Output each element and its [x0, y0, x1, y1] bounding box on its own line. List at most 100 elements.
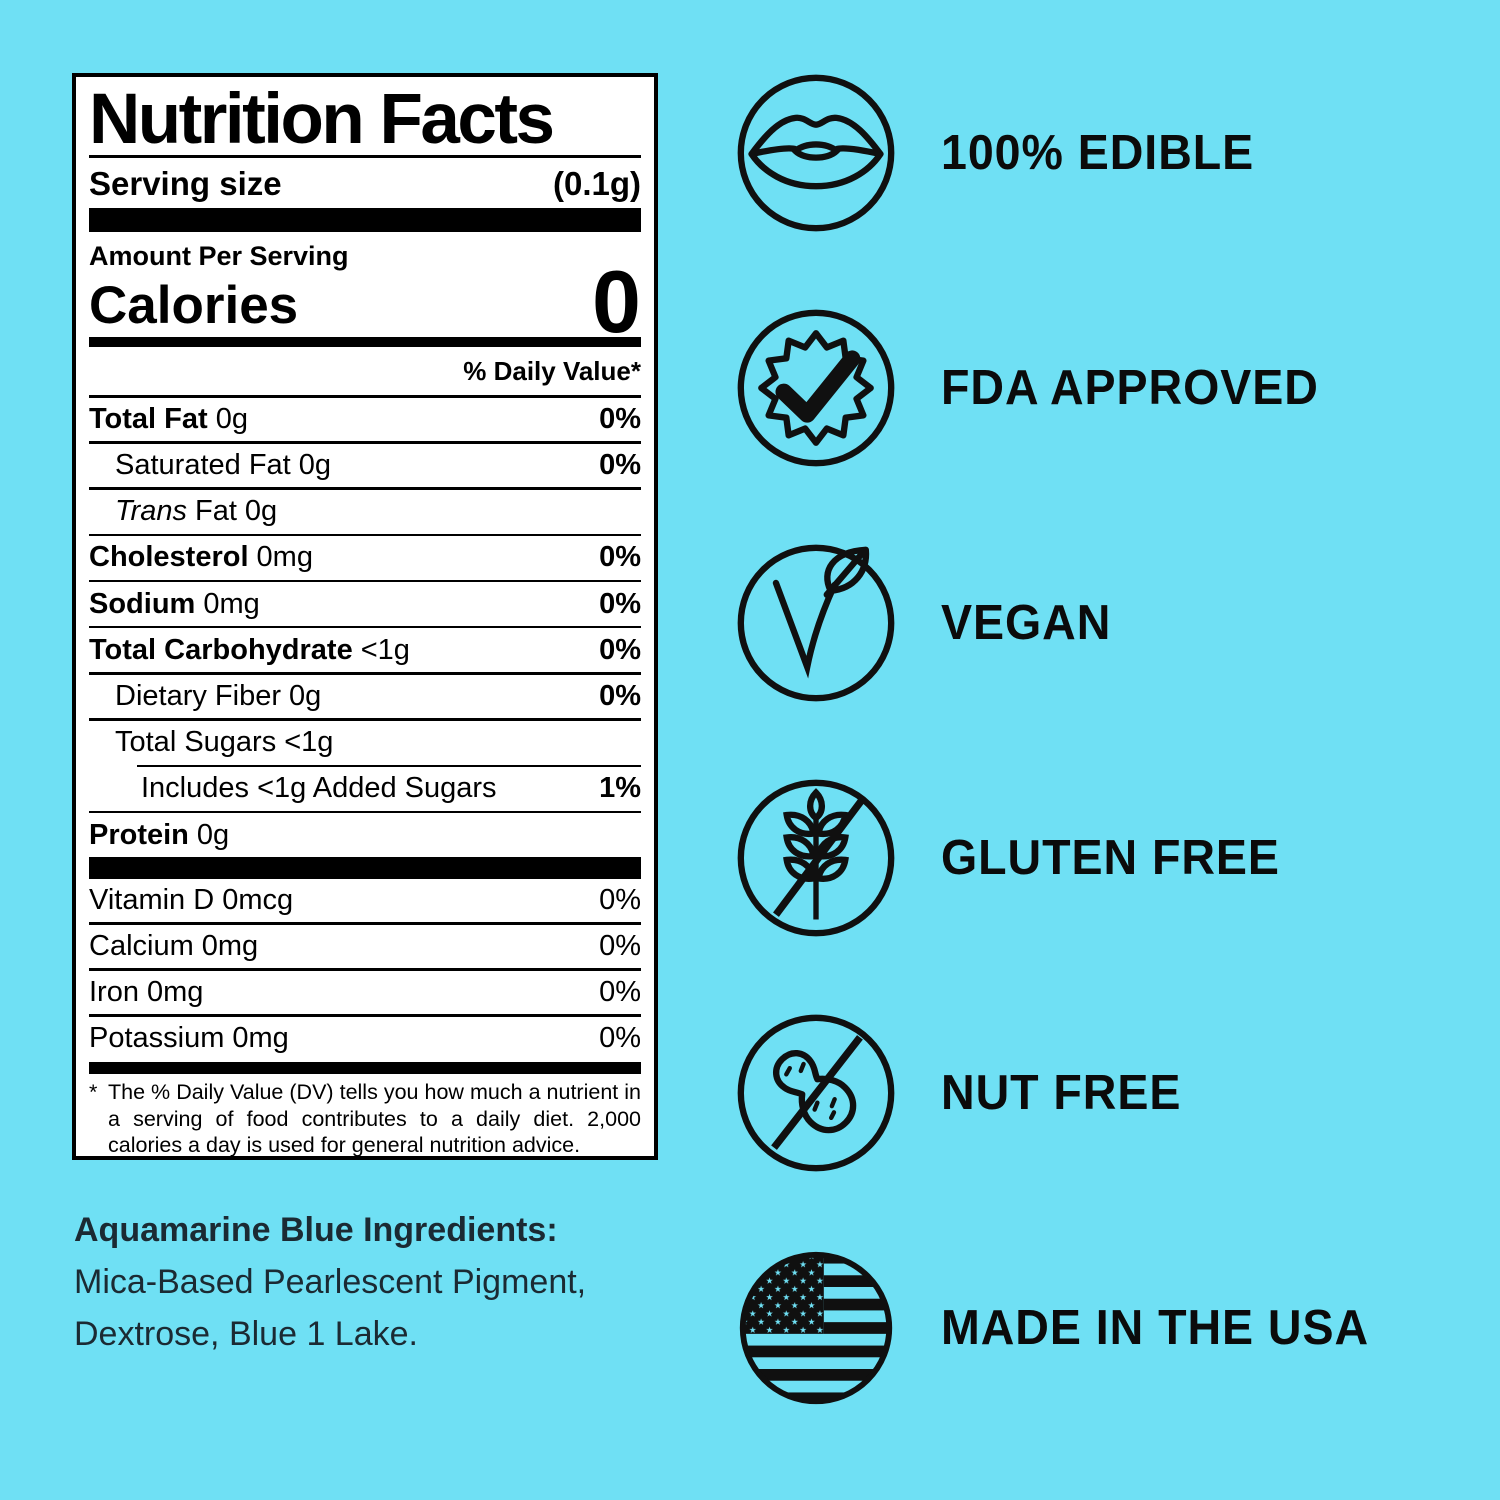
vegan-leaf-icon — [733, 540, 899, 706]
nutrient-row-total-fat: Total Fat 0g 0% — [89, 398, 641, 442]
nutrient-row-sodium: Sodium 0mg 0% — [89, 582, 641, 626]
nutrient-row-dietary-fiber: Dietary Fiber 0g 0% — [89, 675, 641, 719]
divider — [89, 441, 641, 444]
badge-100-percent-edible: 100% EDIBLE — [733, 70, 1392, 236]
nutrient-dv: 1% — [599, 772, 641, 805]
daily-value-footnote: * The % Daily Value (DV) tells you how m… — [89, 1079, 641, 1158]
nutrient-name: Includes <1g Added Sugars — [141, 772, 497, 805]
divider — [89, 579, 641, 583]
nutrient-row-total-carbohydrate: Total Carbohydrate <1g 0% — [89, 628, 641, 672]
vitamin-row-iron: Iron 0mg 0% — [89, 971, 641, 1015]
divider — [89, 625, 641, 629]
vitamin-name: Potassium — [89, 1022, 225, 1055]
nutrient-name: Sodium — [89, 587, 196, 620]
nutrient-dv: 0% — [599, 587, 641, 620]
nutrition-facts-title: Nutrition Facts — [89, 80, 555, 159]
divider — [89, 533, 641, 537]
nutrient-amount: 0mg — [203, 587, 260, 620]
nutrient-name: Total Sugars — [115, 726, 277, 759]
thick-divider — [89, 856, 641, 879]
vitamin-dv: 0% — [599, 884, 641, 917]
lips-icon — [733, 70, 899, 236]
nutrient-amount: 0g — [298, 449, 331, 482]
divider — [89, 1014, 641, 1017]
nutrient-name: Total Carbohydrate — [89, 633, 353, 666]
divider — [89, 155, 641, 158]
nutrient-row-trans-fat: Trans Fat 0g — [89, 490, 641, 534]
footnote-asterisk: * — [89, 1080, 98, 1105]
nutrient-name: Fat — [194, 495, 237, 528]
divider — [89, 810, 641, 814]
medium-divider — [89, 337, 641, 347]
vitamin-dv: 0% — [599, 976, 641, 1009]
no-wheat-icon — [733, 775, 899, 941]
badge-gluten-free: GLUTEN FREE — [733, 775, 1392, 941]
amount-per-serving-label: Amount Per Serving — [89, 241, 349, 271]
serving-size-row: Serving size (0.1g) — [89, 160, 641, 208]
divider — [89, 487, 641, 490]
badge-label: NUT FREE — [941, 1066, 1182, 1120]
calories-label: Calories — [89, 276, 299, 335]
divider — [89, 922, 641, 925]
vitamin-row-vitamin-d: Vitamin D 0mcg 0% — [89, 879, 641, 923]
vitamin-dv: 0% — [599, 1022, 641, 1055]
nutrient-row-protein: Protein 0g — [89, 813, 641, 857]
vitamin-amount: 0mg — [146, 976, 204, 1009]
feature-badges: 100% EDIBLE FDA APPROVED VEGAN — [733, 70, 1392, 1411]
ingredients-block: Aquamarine Blue Ingredients: Mica-Based … — [74, 1204, 660, 1360]
nutrient-name: Saturated Fat — [115, 449, 291, 482]
nutrient-amount: 0mg — [256, 541, 313, 574]
divider — [89, 672, 641, 675]
nutrient-row-saturated-fat: Saturated Fat 0g 0% — [89, 444, 641, 488]
vitamin-amount: 0mcg — [222, 884, 294, 917]
nutrition-facts-panel: Nutrition Facts Serving size (0.1g) Amou… — [72, 73, 658, 1160]
badge-label: FDA APPROVED — [941, 361, 1319, 415]
nutrient-name-italic: Trans — [115, 495, 187, 528]
vitamin-amount: 0mg — [232, 1022, 289, 1055]
badge-vegan: VEGAN — [733, 540, 1392, 706]
nutrient-amount: 0g — [244, 495, 278, 528]
serving-size-label: Serving size — [89, 165, 282, 202]
divider — [89, 395, 641, 398]
nutrient-row-added-sugars: Includes <1g Added Sugars 1% — [89, 767, 641, 811]
nutrient-name: Total Fat — [89, 402, 208, 435]
nutrient-dv: 0% — [599, 449, 641, 482]
divider — [89, 968, 641, 971]
approved-check-seal-icon — [733, 305, 899, 471]
thick-divider — [89, 1062, 641, 1075]
calories-value: 0 — [592, 252, 641, 351]
nutrient-dv: 0% — [599, 679, 641, 712]
vitamin-name: Iron — [89, 976, 139, 1009]
ingredients-heading: Aquamarine Blue Ingredients: — [74, 1211, 558, 1249]
badge-nut-free: NUT FREE — [733, 1010, 1392, 1176]
vitamin-amount: 0mg — [201, 930, 259, 963]
vitamin-name: Calcium — [89, 930, 194, 963]
vitamin-row-calcium: Calcium 0mg 0% — [89, 925, 641, 969]
indented-divider — [137, 764, 641, 767]
nutrient-name: Cholesterol — [89, 541, 249, 574]
nutrient-amount: 0g — [289, 679, 322, 712]
badge-label: MADE IN THE USA — [941, 1301, 1370, 1355]
nutrient-dv: 0% — [599, 633, 641, 666]
nutrient-dv: 0% — [599, 402, 641, 435]
calories-row: Calories 0 — [89, 252, 641, 351]
nutrient-amount: <1g — [284, 726, 334, 759]
badge-label: GLUTEN FREE — [941, 831, 1280, 885]
serving-size-value: (0.1g) — [552, 165, 641, 202]
thick-divider — [89, 208, 641, 232]
vitamin-name: Vitamin D — [89, 884, 215, 917]
nutrient-row-cholesterol: Cholesterol 0mg 0% — [89, 536, 641, 580]
nutrient-dv: 0% — [599, 541, 641, 574]
vitamin-dv: 0% — [599, 930, 641, 963]
badge-label: VEGAN — [941, 596, 1112, 650]
usa-flag-icon — [733, 1245, 899, 1411]
divider — [89, 718, 641, 721]
vitamin-row-potassium: Potassium 0mg 0% — [89, 1017, 641, 1061]
no-peanut-icon — [733, 1010, 899, 1176]
footnote-text: The % Daily Value (DV) tells you how muc… — [108, 1080, 641, 1158]
daily-value-header: % Daily Value* — [463, 356, 641, 386]
nutrient-name: Dietary Fiber — [115, 679, 281, 712]
badge-label: 100% EDIBLE — [941, 126, 1255, 180]
nutrient-amount: <1g — [360, 633, 410, 666]
badge-fda-approved: FDA APPROVED — [733, 305, 1392, 471]
